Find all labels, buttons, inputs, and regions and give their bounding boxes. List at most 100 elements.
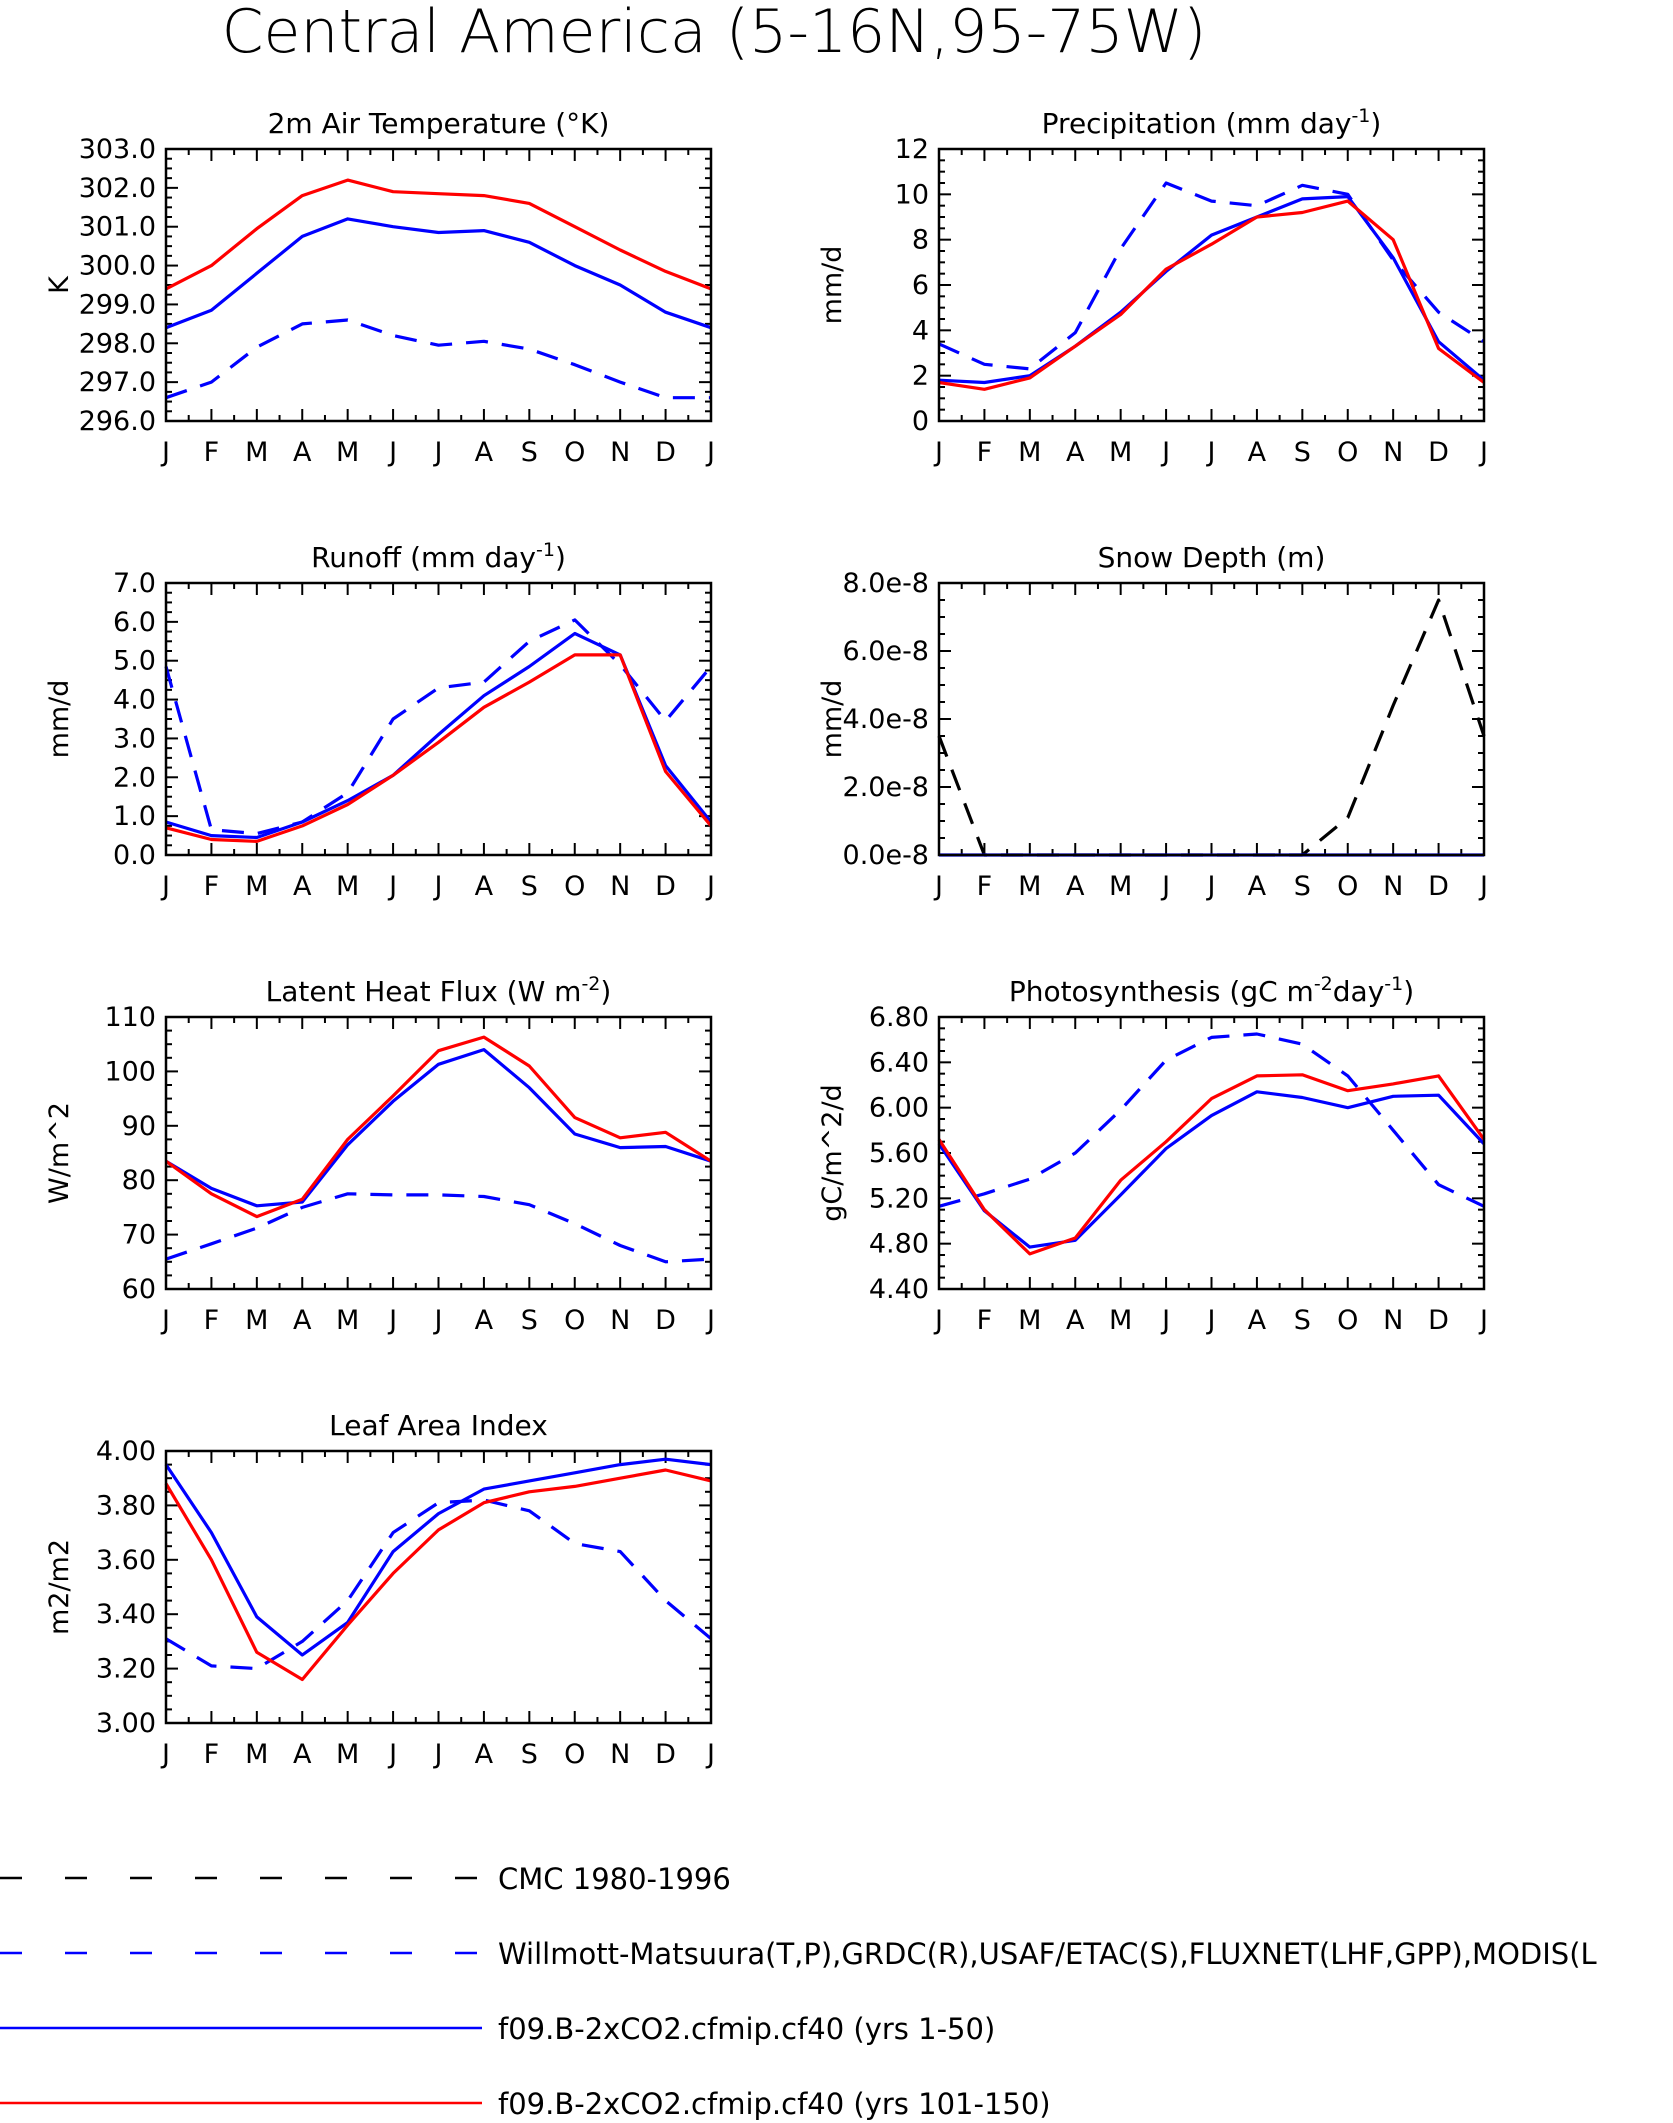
y-tick-label: 90	[122, 1111, 156, 1142]
plot-frame	[164, 581, 713, 857]
chart-snow-depth: Snow Depth (m) mm/d 0.0e-8 2.0e-8 4.0e-8 6.0e…	[817, 541, 1488, 902]
y-axis-label: K	[44, 275, 75, 294]
x-tick-label: J	[1206, 437, 1216, 468]
y-tick-label: 60	[122, 1274, 156, 1305]
y-tick-label: 5.20	[869, 1183, 929, 1214]
y-tick-label: 2	[912, 361, 929, 392]
x-tick-label: S	[1294, 1305, 1311, 1336]
chart-title: Latent Heat Flux (W m-2)	[266, 973, 612, 1008]
y-tick-label: 4	[912, 315, 929, 346]
series-line-run2	[164, 1468, 712, 1682]
legend-label: Willmott-Matsuura(T,P),GRDC(R),USAF/ETAC…	[498, 1937, 1597, 1971]
series-line-obs	[164, 618, 713, 836]
x-tick-label: S	[1294, 871, 1311, 902]
x-tick-label: A	[1248, 871, 1267, 902]
y-tick-label: 4.0	[113, 685, 156, 716]
x-tick-label: N	[610, 871, 630, 902]
chart-air-temperature: 2m Air Temperature (°K) K 296.0 297.0 298.0 2…	[44, 107, 715, 468]
series-line-run2	[165, 178, 712, 291]
series-line-run1	[165, 631, 713, 840]
y-tick-label: 4.0e-8	[843, 704, 929, 735]
x-tick-label: J	[160, 1739, 170, 1770]
x-tick-label: O	[1337, 871, 1358, 902]
plot-frame	[164, 147, 713, 423]
x-tick-label: O	[1337, 437, 1358, 468]
series-line-obs	[165, 1192, 712, 1264]
x-tick-label: J	[160, 1305, 170, 1336]
y-axis-label: gC/m^2/d	[817, 1084, 848, 1221]
y-tick-label: 3.0	[113, 723, 156, 754]
y-tick-label: 5.60	[869, 1138, 929, 1169]
x-tick-label: J	[705, 1305, 715, 1336]
series-line-run1	[938, 195, 1486, 385]
x-tick-label: J	[933, 1305, 943, 1336]
y-tick-label: 0.0	[113, 840, 156, 871]
x-tick-label: F	[977, 437, 993, 468]
y-tick-label: 70	[122, 1220, 156, 1251]
chart-runoff: Runoff (mm day-1) mm/d 0.0 1.0 2.0 3.0 4.0 5.0 6…	[44, 539, 715, 902]
x-tick-label: J	[160, 871, 170, 902]
x-tick-label: S	[521, 1305, 538, 1336]
y-tick-label: 3.80	[96, 1490, 156, 1521]
y-tick-label: 80	[122, 1165, 156, 1196]
legend-label: f09.B-2xCO2.cfmip.cf40 (yrs 1-50)	[498, 2012, 995, 2046]
series-line-run2	[938, 199, 1485, 391]
y-tick-label: 1.0	[113, 801, 156, 832]
x-tick-label: J	[933, 871, 943, 902]
y-tick-label: 4.00	[96, 1436, 156, 1467]
x-tick-label: J	[1160, 437, 1170, 468]
y-tick-label: 296.0	[79, 406, 156, 437]
y-tick-label: 6	[912, 270, 929, 301]
x-tick-label: M	[1018, 871, 1041, 902]
x-tick-label: J	[1478, 871, 1488, 902]
legend-item-run1: f09.B-2xCO2.cfmip.cf40 (yrs 1-50)	[0, 2012, 995, 2046]
chart-title: Snow Depth (m)	[1098, 541, 1326, 574]
y-tick-label: 0	[912, 406, 929, 437]
x-tick-label: J	[1206, 1305, 1216, 1336]
x-tick-label: J	[1206, 871, 1216, 902]
y-tick-label: 3.20	[96, 1654, 156, 1685]
y-tick-label: 3.00	[96, 1708, 156, 1739]
y-tick-label: 2.0	[113, 762, 156, 793]
series-line-run1	[165, 217, 712, 330]
x-tick-label: J	[1478, 437, 1488, 468]
series-line-run2	[165, 653, 713, 844]
x-tick-label: D	[655, 1305, 676, 1336]
x-tick-label: N	[1383, 437, 1403, 468]
x-tick-label: A	[475, 1305, 494, 1336]
legend-item-cmc: CMC 1980-1996	[0, 1862, 731, 1896]
panels: 2m Air Temperature (°K) K 296.0 297.0 298.0 2…	[44, 105, 1488, 1770]
x-tick-label: J	[1160, 1305, 1170, 1336]
x-tick-label: J	[387, 871, 397, 902]
x-tick-label: M	[1018, 1305, 1041, 1336]
figure-title: Central America (5-16N,95-75W)	[222, 0, 1207, 67]
series-line-run1	[164, 1457, 712, 1657]
x-tick-label: A	[1066, 437, 1085, 468]
y-tick-label: 303.0	[79, 134, 156, 165]
chart-title: Runoff (mm day-1)	[311, 539, 566, 574]
y-tick-label: 5.0	[113, 646, 156, 677]
chart-title: Leaf Area Index	[329, 1409, 548, 1442]
y-tick-label: 8.0e-8	[843, 568, 929, 599]
y-axis-label: mm/d	[817, 680, 848, 759]
x-tick-label: A	[1248, 437, 1267, 468]
chart-leaf-area-index: Leaf Area Index m2/m2 3.00 3.20 3.40 3.60 3.80…	[44, 1409, 715, 1770]
series-line-obs	[938, 1032, 1485, 1208]
x-tick-label: F	[204, 871, 220, 902]
x-tick-label: J	[387, 437, 397, 468]
series-line-obs	[938, 181, 1485, 371]
x-tick-label: O	[564, 437, 585, 468]
chart-latent-heat-flux: Latent Heat Flux (W m-2) W/m^2 60 70 80 90 100…	[44, 973, 715, 1336]
x-tick-label: M	[245, 1739, 268, 1770]
x-tick-label: N	[610, 437, 630, 468]
x-tick-label: S	[521, 871, 538, 902]
series-line-obs	[165, 1498, 713, 1671]
y-tick-label: 4.80	[869, 1229, 929, 1260]
x-tick-label: M	[1018, 437, 1041, 468]
x-tick-label: A	[293, 871, 312, 902]
x-tick-label: J	[705, 437, 715, 468]
x-tick-label: J	[705, 871, 715, 902]
x-tick-label: O	[564, 1305, 585, 1336]
x-tick-label: O	[1337, 1305, 1358, 1336]
legend-label: f09.B-2xCO2.cfmip.cf40 (yrs 101-150)	[498, 2087, 1051, 2121]
